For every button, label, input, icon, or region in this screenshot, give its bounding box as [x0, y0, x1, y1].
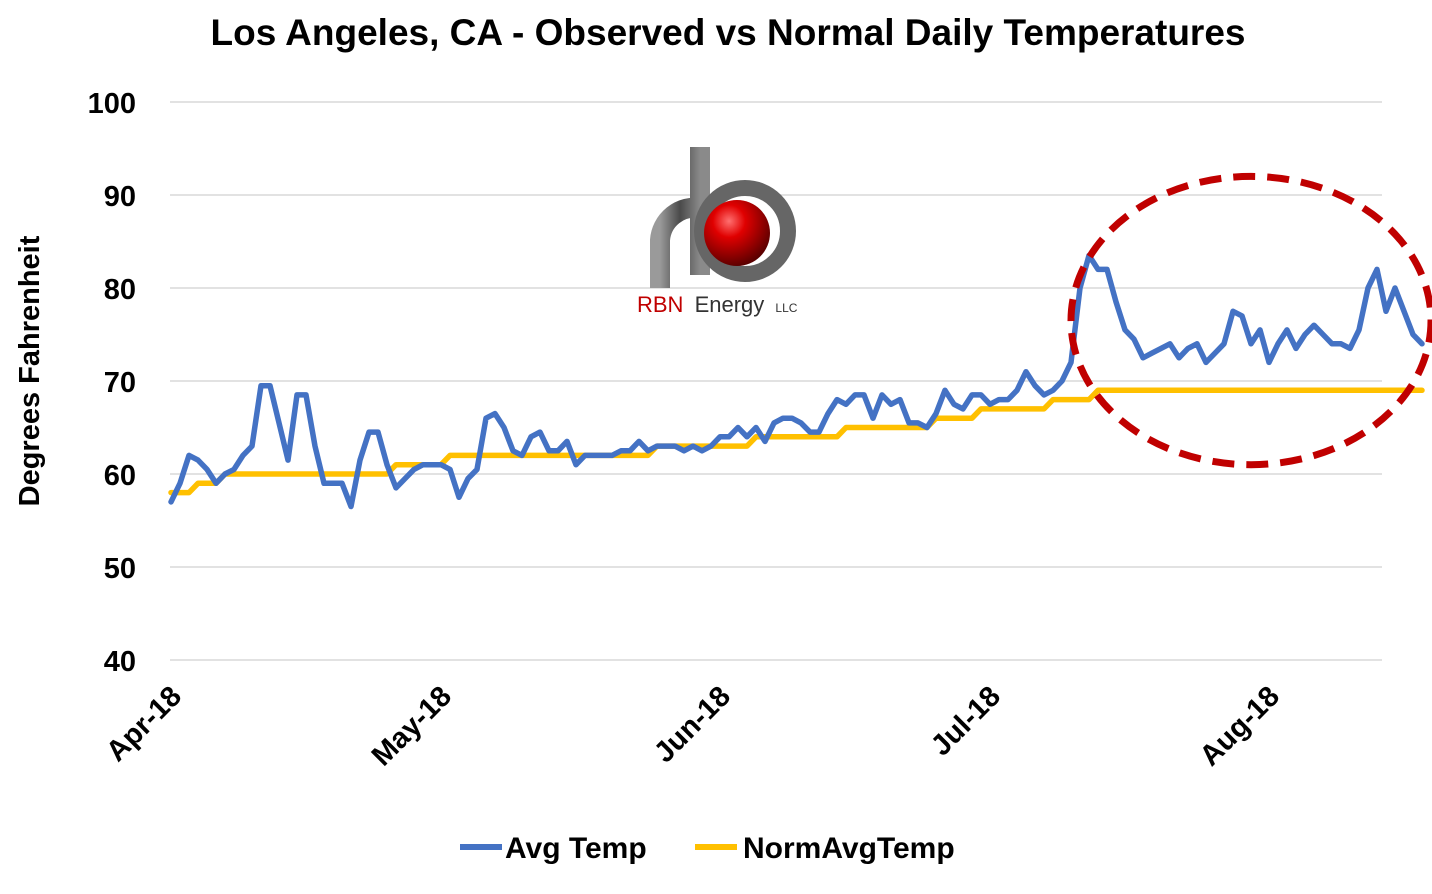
x-tick-label: Aug-18 — [1194, 680, 1286, 772]
x-tick-label: Apr-18 — [100, 680, 188, 768]
y-tick-label: 90 — [104, 181, 136, 213]
y-tick-label: 40 — [104, 646, 136, 678]
logo-pipe — [650, 147, 710, 288]
x-axis: Apr-18 May-18 Jun-18 Jul-18 Aug-18 — [100, 680, 1286, 772]
legend: Avg Temp NormAvgTemp — [460, 832, 955, 865]
y-tick-label: 100 — [88, 88, 136, 120]
x-tick-label: Jun-18 — [648, 680, 737, 769]
logo-text: RBN Energy LLC — [637, 292, 798, 317]
chart-title: Los Angeles, CA - Observed vs Normal Dai… — [211, 12, 1246, 53]
y-tick-label: 50 — [104, 553, 136, 585]
series-lines — [168, 252, 1425, 510]
highlight-ellipse — [1067, 172, 1432, 469]
x-tick-label: Jul-18 — [925, 680, 1007, 762]
legend-label: Avg Temp — [505, 832, 647, 865]
y-tick-label: 60 — [104, 460, 136, 492]
y-axis: 40 50 60 70 80 90 100 — [88, 88, 136, 678]
legend-label: NormAvgTemp — [743, 832, 955, 865]
series-line-avg-temp — [168, 252, 1425, 510]
y-axis-label: Degrees Fahrenheit — [14, 235, 46, 506]
logo-red-ball — [704, 200, 770, 266]
logo-ring — [694, 180, 796, 282]
y-tick-label: 70 — [104, 367, 136, 399]
gridlines — [170, 101, 1382, 661]
company-logo: RBN Energy LLC — [637, 147, 798, 317]
annotations — [1067, 172, 1432, 469]
x-tick-label: May-18 — [366, 680, 458, 772]
y-tick-label: 80 — [104, 274, 136, 306]
